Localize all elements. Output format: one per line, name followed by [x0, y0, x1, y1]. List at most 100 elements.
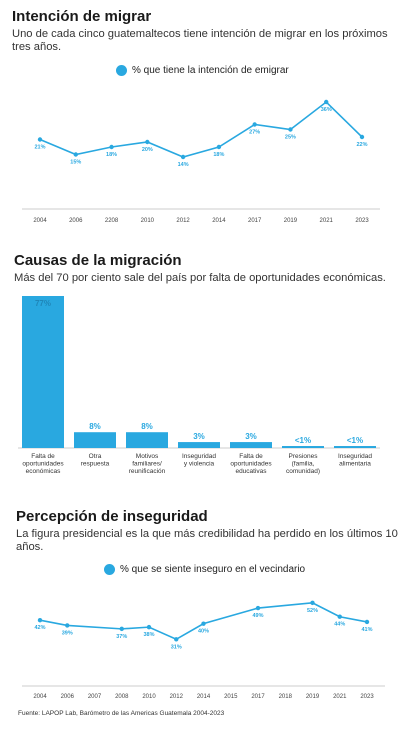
x-tick-label: 2012	[176, 218, 190, 224]
x-tick-label: 2014	[212, 218, 226, 224]
data-point	[324, 99, 329, 105]
x-tick-label: 2006	[69, 218, 83, 224]
category-label: económicas	[26, 468, 61, 475]
category-label: alimentaria	[339, 461, 371, 468]
legend-dot-icon	[116, 65, 127, 76]
x-tick-label: 2019	[306, 694, 320, 700]
chart-title: Percepción de inseguridad	[16, 508, 208, 525]
bar	[178, 442, 220, 448]
bar	[126, 432, 168, 448]
x-tick-label: 2023	[360, 694, 374, 700]
data-point	[109, 144, 114, 150]
bar-chart-causes: 77%Falta deoportunidadeseconómicas8%Otra…	[18, 296, 380, 475]
bar-value-label: <1%	[347, 436, 363, 445]
x-tick-label: 2010	[141, 218, 155, 224]
category-label: educativas	[235, 468, 267, 475]
line-chart-insecurity: 42% 39% 37% 38% 31% 40% 49% 52% 44% 41% 2004 2006 20…	[22, 600, 385, 700]
data-point	[255, 605, 261, 611]
data-point	[216, 144, 222, 150]
data-point	[145, 139, 150, 145]
category-label: familiares/	[132, 461, 162, 468]
data-label: 15%	[70, 160, 81, 166]
bar-value-label: 3%	[193, 432, 205, 441]
x-tick-label: 2008	[115, 694, 129, 700]
data-label: 44%	[334, 622, 345, 628]
data-point	[337, 614, 342, 619]
bar-value-label: 8%	[141, 422, 153, 431]
data-point	[364, 619, 370, 625]
data-point	[180, 154, 186, 160]
category-label: Presiones	[289, 453, 319, 460]
x-tick-label: 2006	[61, 694, 75, 700]
data-label: 22%	[356, 142, 367, 148]
data-label: 14%	[178, 162, 189, 168]
data-label: 39%	[62, 630, 73, 636]
data-point	[37, 618, 43, 623]
category-label: Falta de	[31, 453, 55, 460]
bar	[334, 446, 376, 448]
x-tick-label: 2014	[197, 694, 211, 700]
category-label: (familia,	[292, 461, 315, 468]
category-label: comunidad)	[286, 468, 320, 475]
legend-label: % que tiene la intención de emigrar	[132, 65, 289, 76]
category-label: Inseguridad	[182, 453, 216, 460]
x-tick-label: 2021	[333, 694, 347, 700]
data-label: 36%	[321, 107, 332, 113]
x-tick-label: 2021	[320, 218, 334, 224]
legend-label: % que se siente inseguro en el vecindari…	[120, 564, 306, 575]
data-point	[288, 127, 293, 132]
data-point	[119, 626, 124, 632]
data-label: 42%	[34, 625, 45, 631]
series-line	[39, 602, 368, 641]
x-tick-label: 2007	[88, 694, 102, 700]
x-tick-label: 2017	[251, 694, 265, 700]
bar	[230, 442, 272, 448]
category-label: Otra	[89, 453, 102, 460]
chart-title: Causas de la migración	[14, 252, 182, 269]
category-label: respuesta	[81, 461, 110, 468]
x-tick-label: 2015	[224, 694, 238, 700]
bar	[282, 446, 324, 448]
category-label: reunificación	[129, 468, 166, 475]
category-label: Inseguridad	[338, 453, 372, 460]
category-label: Falta de	[239, 453, 263, 460]
legend: % que tiene la intención de emigrar	[116, 65, 289, 76]
data-label: 49%	[252, 613, 263, 619]
bar	[74, 432, 116, 448]
bar-value-label: 8%	[89, 422, 101, 431]
data-label: 18%	[106, 152, 117, 158]
source-note: Fuente: LAPOP Lab, Barómetro de las Amer…	[18, 710, 225, 717]
section-percepcion: Percepción de inseguridad La figura pres…	[0, 508, 400, 554]
x-tick-label: 2012	[170, 694, 184, 700]
data-label: 40%	[198, 629, 209, 635]
data-label: 18%	[213, 152, 224, 158]
x-tick-label: 2010	[142, 694, 156, 700]
data-point	[359, 134, 365, 140]
data-label: 38%	[143, 632, 154, 638]
x-tick-label: 2004	[33, 218, 47, 224]
data-label: 20%	[142, 147, 153, 153]
bar	[22, 296, 64, 448]
bar-value-label: <1%	[295, 436, 311, 445]
chart-subtitle: Uno de cada cinco guatemaltecos tiene in…	[12, 28, 388, 53]
category-label: oportunidades	[22, 461, 64, 468]
data-label: 21%	[34, 145, 45, 151]
section-intencion: Intención de migrar Uno de cada cinco gu…	[0, 8, 400, 54]
x-tick-label: 2004	[33, 694, 47, 700]
x-tick-label: 2023	[355, 218, 369, 224]
data-point	[310, 600, 315, 606]
category-label: Motivos	[136, 453, 159, 460]
x-tick-label: 2208	[105, 218, 119, 224]
x-tick-label: 2017	[248, 218, 262, 224]
data-point	[201, 621, 206, 626]
category-label: oportunidades	[230, 461, 272, 468]
data-point	[252, 122, 257, 127]
data-label: 25%	[285, 135, 296, 141]
data-point	[73, 152, 78, 157]
bar-value-label: 77%	[35, 299, 51, 308]
chart-title: Intención de migrar	[12, 8, 152, 25]
data-label: 52%	[307, 608, 318, 614]
legend: % que se siente inseguro en el vecindari…	[104, 564, 305, 575]
data-label: 27%	[249, 130, 260, 136]
x-tick-label: 2018	[279, 694, 293, 700]
